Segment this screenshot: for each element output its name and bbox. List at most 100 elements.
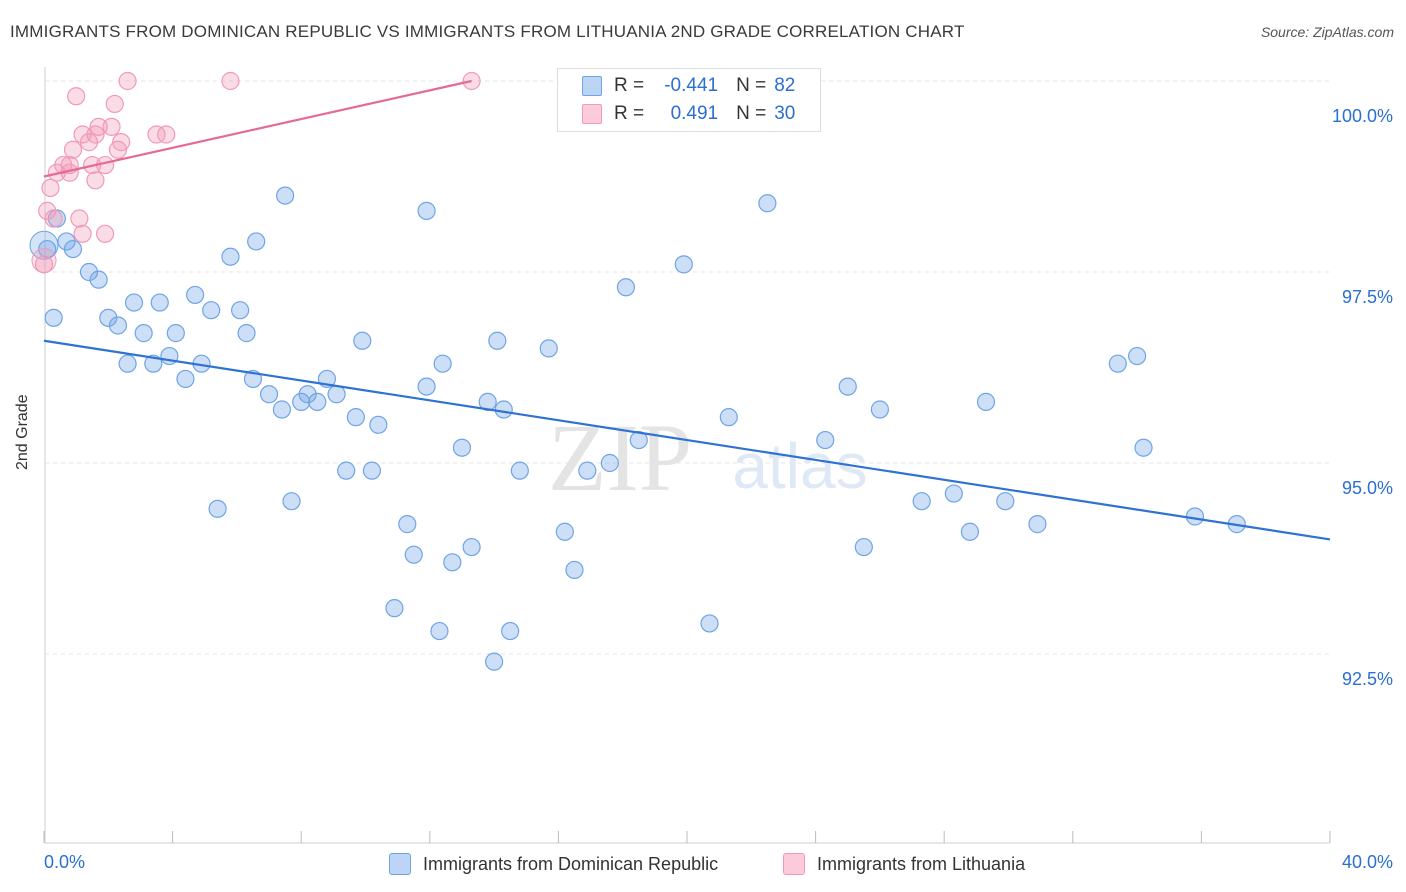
point-lithuania [54, 155, 73, 175]
point-lithuania [73, 224, 92, 243]
point-dominican [1185, 507, 1205, 526]
legend-swatch-pink [582, 104, 602, 124]
legend-n-value: 30 [774, 103, 796, 124]
point-dominican [719, 408, 738, 427]
point-dominican [488, 331, 507, 350]
point-lithuania [44, 209, 63, 228]
point-lithuania [86, 171, 105, 190]
point-dominican [485, 652, 504, 671]
x-tick-max: 40.0% [1341, 852, 1393, 872]
source-label: Source: ZipAtlas.com [1260, 24, 1394, 40]
point-dominican [308, 392, 327, 411]
point-lithuania [102, 117, 121, 136]
point-lithuania [221, 71, 240, 91]
point-dominican [700, 614, 719, 633]
point-dominican [337, 461, 356, 480]
point-dominican [231, 301, 250, 320]
point-dominican [63, 239, 83, 259]
point-dominican [555, 522, 574, 541]
point-dominican [565, 560, 584, 580]
point-lithuania [89, 117, 108, 136]
point-dominican [1108, 354, 1127, 373]
point-dominican [150, 293, 169, 312]
x-tick-min: 0.0% [44, 852, 86, 872]
point-dominican [44, 308, 63, 327]
point-dominican [433, 354, 452, 373]
legend-row-dominican: R = -0.441 N = 82 [582, 74, 795, 98]
legend-r-value: 0.491 [670, 103, 719, 124]
point-lithuania [41, 178, 60, 198]
legend-r-value: -0.441 [664, 75, 719, 96]
point-dominican [417, 377, 436, 396]
point-dominican [854, 537, 873, 557]
legend-row-lithuania: R = 0.491 N = 30 [582, 102, 795, 126]
point-dominican [494, 400, 513, 419]
point-dominican [816, 430, 835, 450]
point-dominican [29, 230, 59, 260]
point-dominican [124, 293, 144, 312]
point-dominican [57, 232, 76, 251]
point-dominican [578, 461, 597, 480]
bottom-legend-label: Immigrants from Dominican Republic [423, 853, 719, 874]
bottom-legend-swatch-blue [389, 853, 411, 875]
point-dominican [758, 194, 777, 213]
point-dominican [996, 492, 1015, 511]
point-dominican [674, 255, 693, 274]
point-dominican [276, 186, 295, 205]
point-dominican [443, 553, 462, 572]
point-dominican [510, 461, 529, 480]
point-dominican [960, 522, 980, 541]
legend-n-label: N = [736, 103, 767, 124]
legend-r-label: R = [614, 75, 645, 96]
point-lithuania [67, 87, 86, 106]
trend-lines [43, 79, 1331, 541]
point-dominican [298, 385, 317, 404]
watermark: ZIP atlas [548, 404, 868, 511]
point-lithuania [63, 140, 83, 159]
bottom-legend-swatch-pink [783, 853, 805, 875]
point-lithuania [105, 94, 124, 114]
point-lithuania [38, 201, 57, 220]
point-dominican [259, 385, 279, 404]
point-lithuania [112, 133, 131, 152]
point-dominican [327, 385, 346, 404]
series-dominican-points [29, 186, 1246, 671]
point-dominican [208, 499, 227, 518]
correlation-legend: R = -0.441 N = 82 R = 0.491 N = 30 [557, 68, 821, 132]
point-lithuania [79, 133, 99, 152]
gridlines [45, 80, 1330, 655]
point-lithuania [95, 224, 115, 243]
point-lithuania [118, 71, 137, 91]
point-dominican [99, 308, 118, 327]
legend-r-label: R = [614, 103, 645, 124]
chart-title: IMMIGRANTS FROM DOMINICAN REPUBLIC VS IM… [10, 22, 965, 41]
point-dominican [404, 545, 423, 564]
point-lithuania [31, 248, 57, 274]
point-dominican [430, 621, 449, 641]
point-dominican [944, 484, 963, 503]
series-lithuania-points [31, 71, 652, 274]
point-dominican [1134, 438, 1153, 457]
point-dominican [1028, 515, 1047, 534]
axes [43, 67, 1331, 844]
y-tick-label: 97.5% [1342, 287, 1393, 307]
point-dominican [118, 354, 137, 373]
y-tick-label: 100.0% [1332, 106, 1393, 126]
legend-n-label: N = [736, 75, 767, 96]
point-dominican [870, 400, 890, 419]
point-dominican [1127, 346, 1147, 366]
point-dominican [539, 339, 558, 358]
watermark-zip: ZIP [548, 404, 692, 511]
point-dominican [292, 392, 311, 411]
point-dominican [362, 461, 382, 480]
point-dominican [353, 331, 372, 350]
point-dominican [600, 453, 619, 473]
point-dominican [346, 408, 365, 427]
point-dominican [202, 301, 221, 320]
point-dominican [108, 316, 128, 335]
bottom-legend-dominican: Immigrants from Dominican Republic [389, 851, 718, 877]
point-dominican [398, 515, 417, 534]
point-dominican [134, 324, 153, 343]
y-tick-label: 95.0% [1342, 478, 1393, 498]
point-dominican [976, 392, 996, 411]
